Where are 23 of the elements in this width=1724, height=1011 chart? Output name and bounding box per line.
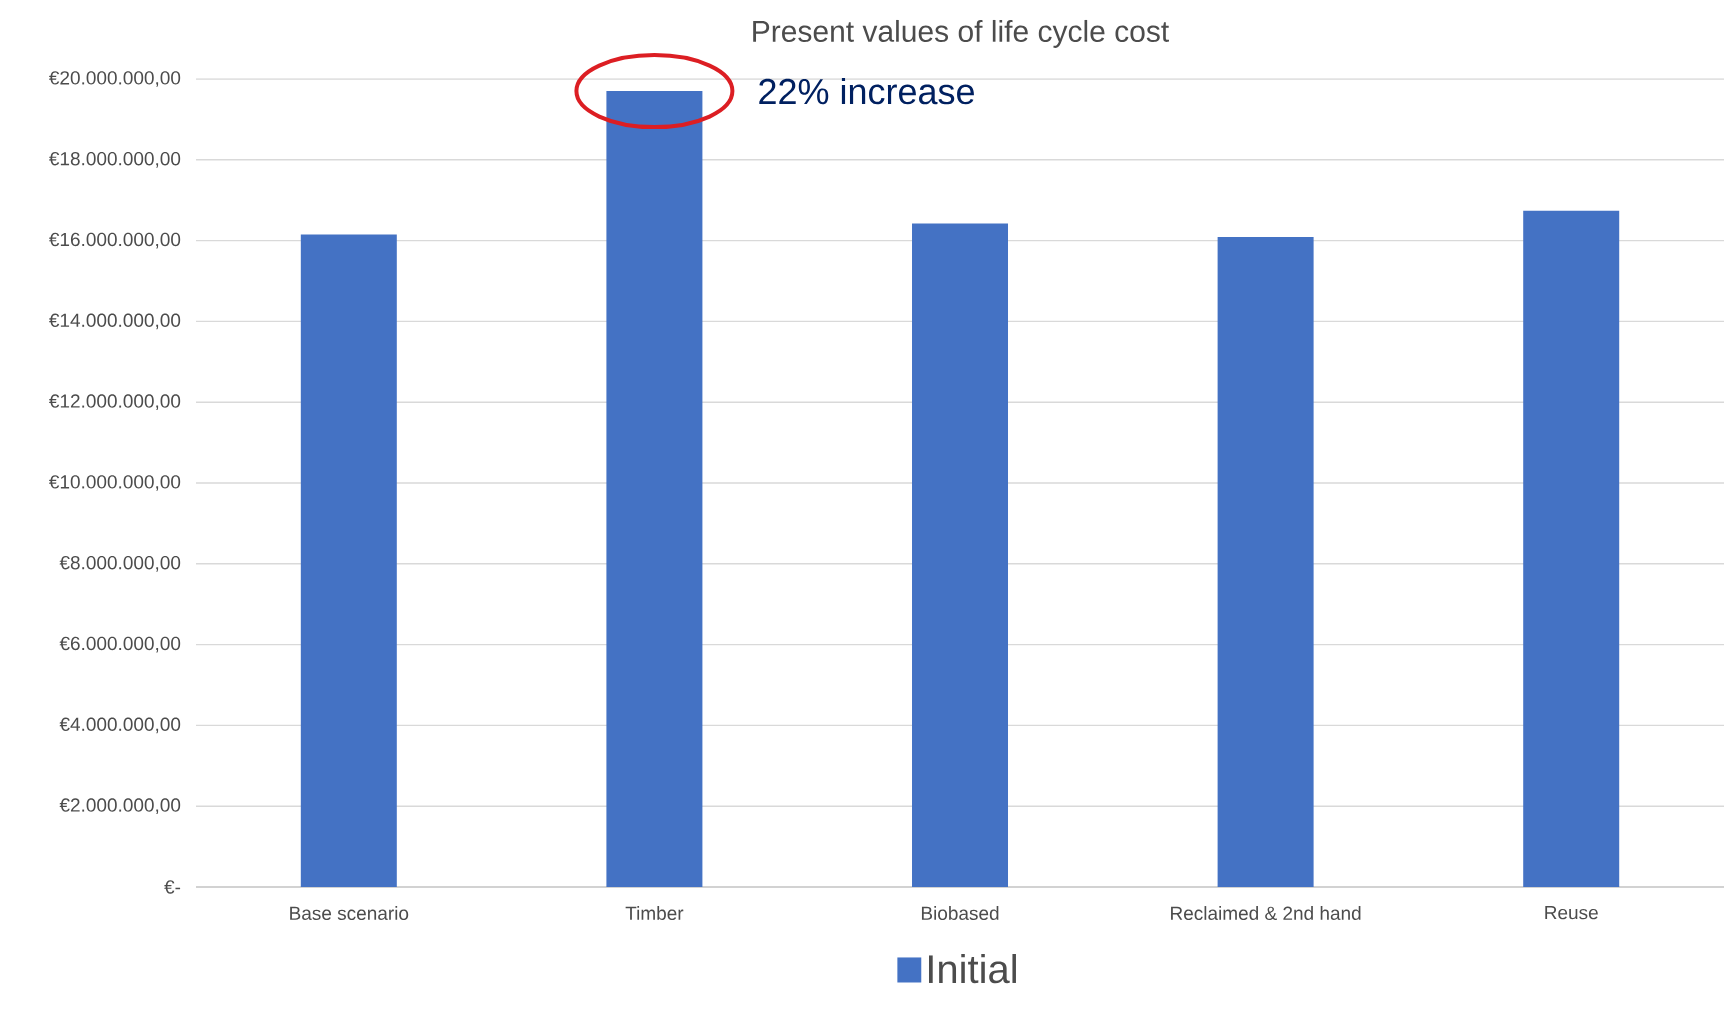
y-tick-label: €12.000.000,00 (49, 394, 181, 411)
y-tick-label: €20.000.000,00 (49, 71, 181, 87)
x-tick-label: Reclaimed & 2nd hand (1171, 906, 1361, 921)
bar (912, 223, 1009, 887)
annotation: 22% increase (759, 77, 974, 105)
chart-title: Present values of life cycle cost (753, 19, 1169, 48)
y-tick-label: €- (164, 880, 181, 894)
x-tick-label: Base scenario (290, 906, 409, 921)
y-tick-label: €14.000.000,00 (49, 313, 181, 330)
y-tick-label: €18.000.000,00 (49, 151, 181, 168)
x-tick-label: Timber (625, 906, 684, 921)
x-tick-label: Biobased (921, 906, 999, 921)
y-tick-label: €2.000.000,00 (59, 798, 181, 815)
bar (300, 234, 397, 887)
legend-label: Initial (928, 953, 1016, 984)
y-tick-label: €6.000.000,00 (59, 636, 181, 653)
y-tick-label: €4.000.000,00 (59, 717, 181, 734)
x-tick-label: Reuse (1545, 906, 1598, 920)
bar (1217, 236, 1314, 887)
y-tick-label: €10.000.000,00 (49, 475, 181, 491)
bar (1523, 210, 1620, 887)
y-tick-label: €8.000.000,00 (59, 555, 181, 572)
y-tick-label: €16.000.000,00 (49, 232, 181, 249)
